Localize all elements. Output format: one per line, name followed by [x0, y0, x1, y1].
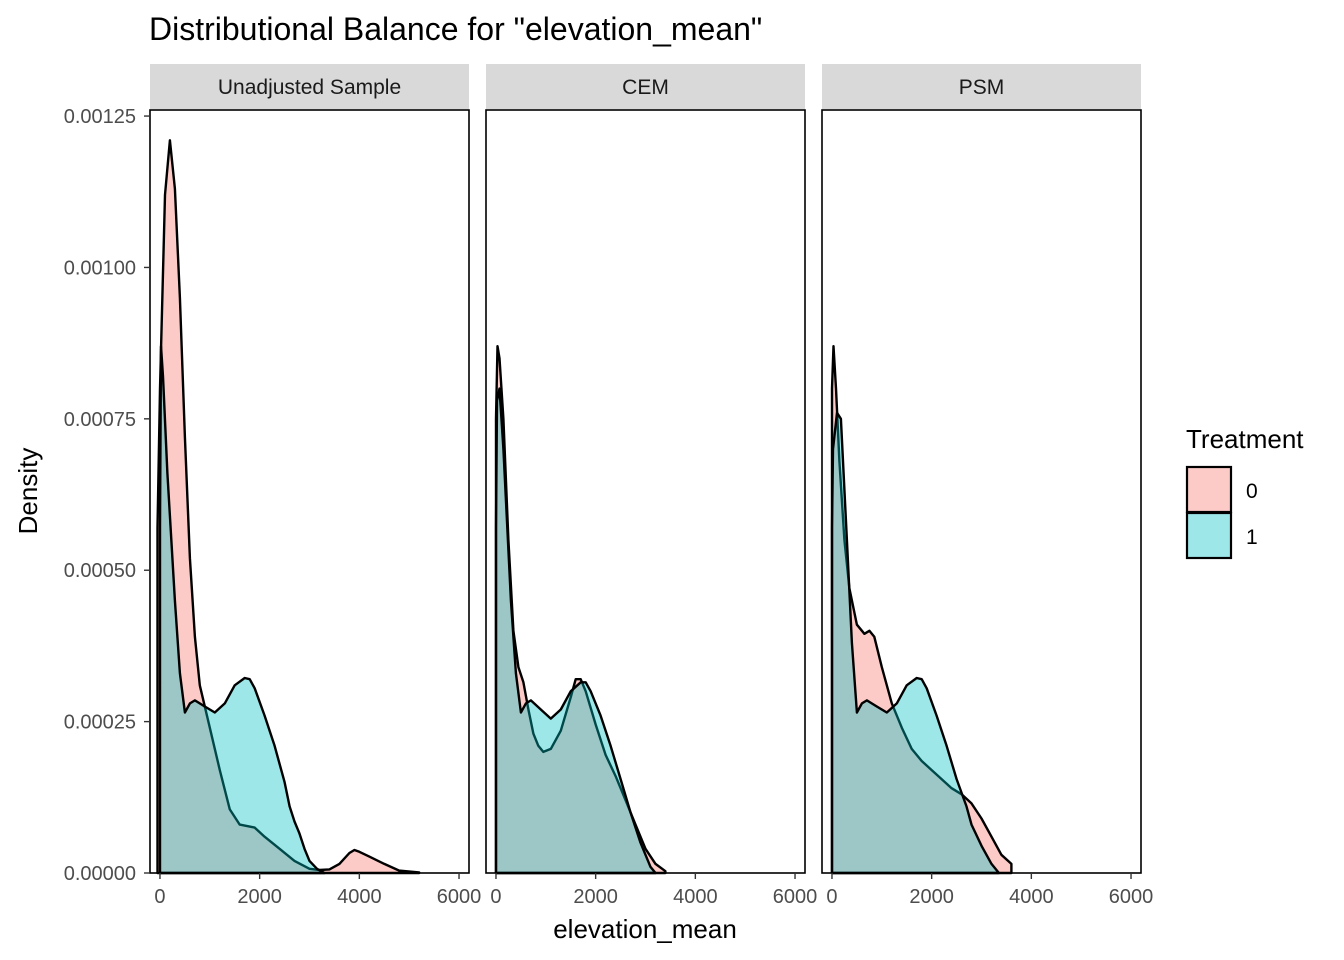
density-area-1	[494, 387, 657, 875]
chart-title: Distributional Balance for "elevation_me…	[149, 11, 762, 47]
facet-panel: PSM 0 2000 4000 6000	[821, 64, 1154, 908]
x-tick-label: 2000	[573, 886, 618, 908]
x-tick-label: 4000	[673, 886, 718, 908]
x-tick-label: 4000	[1009, 886, 1054, 908]
y-axis: 0.00000 0.00025 0.00050 0.00075 0.00100 0.001…	[64, 106, 150, 885]
facet-panel: Unadjusted Sample 0 2000 4000 6000	[149, 64, 482, 908]
density-area-1	[830, 411, 1001, 875]
x-tick-label: 6000	[773, 886, 818, 908]
x-tick-label: 4000	[337, 886, 382, 908]
facet-strip	[150, 64, 469, 109]
facet-strip-label: CEM	[622, 76, 669, 99]
y-tick-label: 0.00100	[64, 257, 136, 279]
panel-border	[149, 109, 470, 874]
legend-key-0	[1185, 465, 1233, 514]
legend-key-1	[1185, 511, 1233, 560]
x-tick-label: 6000	[1109, 886, 1154, 908]
facet-panels: Unadjusted Sample 0 2000 4000 6000 CEM 0 2000 40…	[149, 64, 1154, 908]
panel-border	[821, 109, 1142, 874]
legend-title: Treatment	[1186, 424, 1304, 454]
y-tick-label: 0.00075	[64, 409, 136, 431]
density-area-0	[156, 139, 421, 875]
density-area-0	[830, 345, 1013, 875]
x-tick-label: 0	[826, 886, 837, 908]
panel-border	[485, 109, 806, 874]
y-tick-label: 0.00050	[64, 560, 136, 582]
x-tick-label: 0	[490, 886, 501, 908]
legend-label: 0	[1246, 480, 1258, 503]
y-tick-label: 0.00025	[64, 712, 136, 734]
x-tick-label: 2000	[909, 886, 954, 908]
x-tick-label: 0	[154, 886, 165, 908]
legend: Treatment 0 1	[1185, 424, 1304, 560]
x-tick-label: 6000	[437, 886, 482, 908]
facet-strip	[486, 64, 805, 109]
facet-strip-label: Unadjusted Sample	[218, 76, 401, 99]
y-tick-label: 0.00000	[64, 863, 136, 885]
density-area-1	[158, 345, 326, 875]
facet-panel: CEM 0 2000 4000 6000	[485, 64, 818, 908]
x-axis-title: elevation_mean	[553, 914, 737, 944]
y-axis-title: Density	[13, 448, 43, 535]
facet-strip-label: PSM	[959, 76, 1005, 99]
x-tick-label: 2000	[237, 886, 282, 908]
legend-label: 1	[1246, 526, 1258, 549]
y-tick-label: 0.00125	[64, 106, 136, 128]
facet-strip	[822, 64, 1141, 109]
